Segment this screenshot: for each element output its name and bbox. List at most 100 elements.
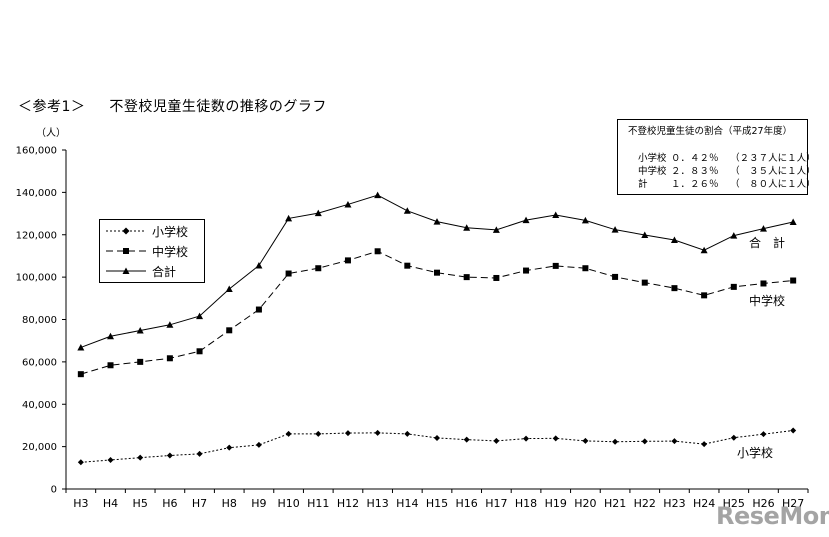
data-point xyxy=(523,267,530,274)
info-box-title: 不登校児童生徒の割合（平成27年度） xyxy=(628,126,793,137)
data-point xyxy=(582,265,589,272)
legend-item-elementary: 小学校 xyxy=(106,222,188,240)
data-point xyxy=(255,261,263,269)
info-row-pct: ０．４２％ xyxy=(671,153,719,164)
data-point xyxy=(196,450,203,457)
data-point xyxy=(285,270,292,277)
data-point xyxy=(374,191,382,199)
data-point xyxy=(760,280,767,287)
data-point xyxy=(493,437,500,444)
data-point xyxy=(730,232,738,239)
y-tick-label: 160,000 xyxy=(16,146,57,157)
x-tick-label: H7 xyxy=(192,497,207,510)
data-point xyxy=(196,312,204,320)
x-tick-label: H27 xyxy=(782,497,804,510)
x-tick-label: H4 xyxy=(103,497,118,510)
y-tick-label: 140,000 xyxy=(16,188,57,199)
data-point xyxy=(671,438,678,445)
data-point xyxy=(641,438,648,445)
data-point xyxy=(137,358,144,365)
data-point xyxy=(374,429,381,436)
data-point xyxy=(493,274,500,281)
x-tick-label: H6 xyxy=(162,497,177,510)
data-point xyxy=(790,427,797,434)
y-tick-label: 20,000 xyxy=(22,442,57,453)
data-point xyxy=(77,343,85,351)
chart-heading: ＜参考1＞ 不登校児童生徒数の推移のグラフ xyxy=(18,96,327,116)
info-row-middle: 中学校 ２．８３％ （ ３５人に１人） xyxy=(638,165,816,178)
data-point xyxy=(790,277,797,284)
info-row-note: （２３７人に１人） xyxy=(730,153,816,164)
data-point xyxy=(285,214,293,222)
diamond-marker-icon xyxy=(106,227,146,235)
data-point xyxy=(641,231,649,238)
x-tick-label: H22 xyxy=(634,497,656,510)
info-row-note: （ ３５人に１人） xyxy=(730,166,816,177)
data-point xyxy=(225,285,233,292)
data-point xyxy=(344,430,351,437)
data-point xyxy=(463,274,470,281)
legend-item-middle: 中学校 xyxy=(106,242,188,260)
x-tick-label: H14 xyxy=(396,497,418,510)
square-marker-icon xyxy=(106,248,146,254)
y-tick-label: 60,000 xyxy=(22,357,57,368)
data-point xyxy=(759,225,767,232)
x-tick-label: H8 xyxy=(222,497,237,510)
data-point xyxy=(612,273,619,280)
x-tick-label: H13 xyxy=(366,497,388,510)
data-point xyxy=(671,285,678,292)
data-point xyxy=(641,279,648,286)
x-tick-label: H10 xyxy=(277,497,299,510)
data-point xyxy=(107,332,115,340)
data-point xyxy=(404,430,411,437)
series-label-total: 合 計 xyxy=(749,235,785,250)
data-point xyxy=(374,248,381,255)
data-point xyxy=(137,454,144,461)
data-point xyxy=(582,437,589,444)
data-point xyxy=(166,452,173,459)
data-point xyxy=(730,434,737,441)
legend-label: 小学校 xyxy=(152,224,189,239)
data-point xyxy=(314,209,322,217)
data-point xyxy=(552,211,560,219)
data-point xyxy=(136,327,144,334)
legend-label: 合計 xyxy=(152,264,177,279)
data-point xyxy=(701,441,708,448)
data-point xyxy=(403,207,411,214)
chart-title: 不登校児童生徒数の推移のグラフ xyxy=(109,99,327,115)
info-row-elementary: 小学校 ０．４２％ （２３７人に１人） xyxy=(638,152,816,165)
data-point xyxy=(107,362,114,369)
y-tick-label: 100,000 xyxy=(16,273,57,284)
data-point xyxy=(612,438,619,445)
data-point xyxy=(670,236,678,244)
data-point xyxy=(523,435,530,442)
info-row-name: 計 xyxy=(638,179,648,190)
x-tick-label: H17 xyxy=(485,497,507,510)
data-point xyxy=(255,306,262,313)
y-tick-label: 0 xyxy=(51,485,57,496)
data-point xyxy=(166,321,174,328)
x-tick-label: H16 xyxy=(456,497,478,510)
data-point xyxy=(344,257,351,264)
data-point xyxy=(77,459,84,466)
data-point xyxy=(344,200,352,208)
x-tick-label: H3 xyxy=(73,497,88,510)
x-tick-label: H19 xyxy=(545,497,567,510)
x-tick-label: H26 xyxy=(752,497,774,510)
data-point xyxy=(463,224,471,231)
data-point xyxy=(522,216,530,224)
data-point xyxy=(581,216,589,224)
triangle-marker-icon xyxy=(106,267,146,274)
x-tick-label: H21 xyxy=(604,497,626,510)
x-tick-label: H9 xyxy=(251,497,266,510)
heading-tag: ＜参考1＞ xyxy=(18,99,86,115)
data-point xyxy=(196,348,203,355)
y-axis-label: （人） xyxy=(36,127,66,139)
data-point xyxy=(107,456,114,463)
data-point xyxy=(315,265,322,272)
data-point xyxy=(77,371,84,378)
data-point xyxy=(730,283,737,290)
data-point xyxy=(434,269,440,276)
data-point xyxy=(701,292,708,299)
